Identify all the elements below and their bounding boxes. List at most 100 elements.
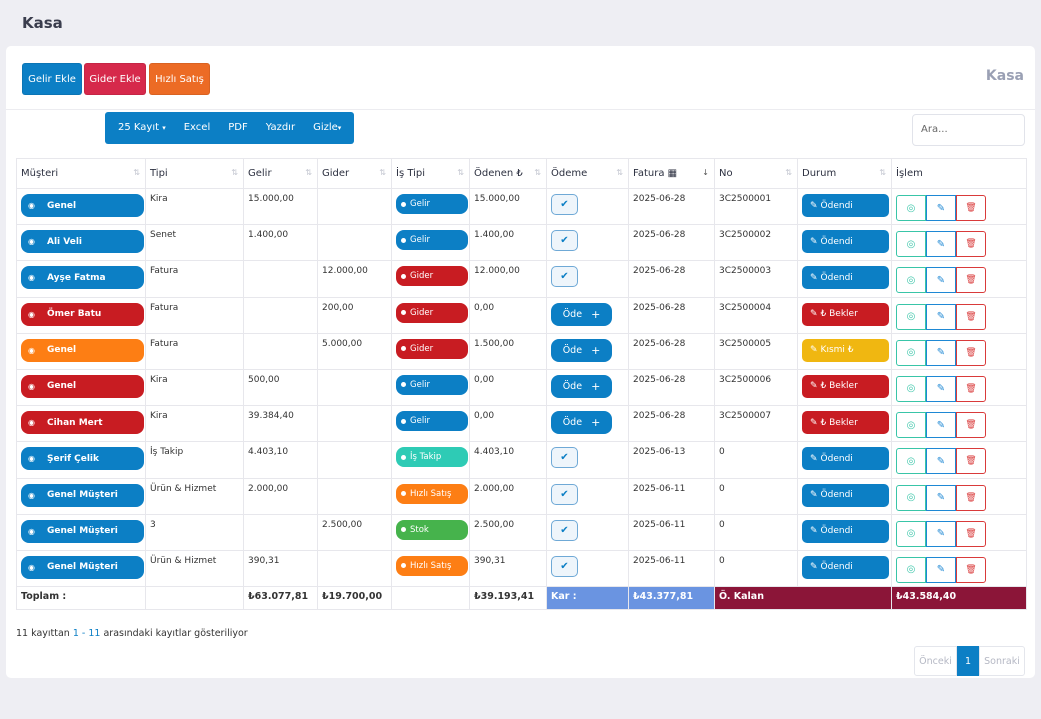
edit-button[interactable]: ✎ [926,267,956,294]
status-button[interactable]: ✎ Ödendi [802,447,889,471]
status-button[interactable]: ✎ ₺ Bekler [802,411,889,435]
delete-button[interactable]: 🗑 [956,195,986,221]
customer-button[interactable]: ◉ Genel [21,338,144,362]
paid-check-button[interactable]: ✔ [551,266,578,288]
view-button[interactable]: ◎ [896,267,926,294]
cell-fatura: 2025-06-11 [628,549,715,588]
paid-check-button[interactable]: ✔ [551,483,578,505]
view-button[interactable]: ◎ [896,303,926,330]
column-header-tipi[interactable]: Tipi ⇅ [145,158,244,189]
status-button[interactable]: ✎ Ödendi [802,519,889,543]
pdf-button[interactable]: PDF [228,122,248,133]
delete-button[interactable]: 🗑 [956,303,986,330]
customer-button[interactable]: ◉ Ayşe Fatma [21,266,144,290]
customer-button[interactable]: ◉ Ömer Batu [21,302,144,326]
is-tipi-label: Gelir [410,199,431,209]
previous-page-button[interactable]: Önceki [914,646,957,676]
column-header-odenen[interactable]: Ödenen ₺ ⇅ [469,158,547,189]
print-button[interactable]: Yazdır [265,122,296,133]
customer-button[interactable]: ◉ Genel [21,194,144,217]
edit-button[interactable]: ✎ [926,195,956,221]
hizli-satis-button[interactable]: Hızlı Satış [149,63,210,95]
delete-button[interactable]: 🗑 [956,556,986,583]
next-page-button[interactable]: Sonraki [979,646,1025,676]
column-header-gider[interactable]: Gider ⇅ [317,158,392,189]
status-button[interactable]: ✎ Ödendi [802,555,889,579]
column-header-is-tipi[interactable]: İş Tipi ⇅ [391,158,470,189]
column-header-no[interactable]: No ⇅ [714,158,798,189]
ode-button[interactable]: Öde + [551,338,612,362]
edit-button[interactable]: ✎ [926,375,956,402]
edit-button[interactable]: ✎ [926,520,956,547]
paid-check-button[interactable]: ✔ [551,230,578,252]
column-header-musteri[interactable]: Müşteri ⇅ [16,158,146,189]
cell-islem: ◎ ✎ 🗑 [891,549,1027,588]
customer-button[interactable]: ◉ Genel Müşteri [21,519,144,543]
customer-button[interactable]: ◉ Ali Veli [21,230,144,254]
edit-button[interactable]: ✎ [926,303,956,330]
view-button[interactable]: ◎ [896,375,926,402]
delete-button[interactable]: 🗑 [956,412,986,439]
view-button[interactable]: ◎ [896,520,926,547]
cell-tipi: Kira [145,405,244,443]
status-button[interactable]: ✎ ₺ Bekler [802,374,889,398]
status-label: ₺ Bekler [820,381,858,392]
toplam-gelir: ₺63.077,81 [243,586,318,611]
view-button[interactable]: ◎ [896,484,926,511]
status-button[interactable]: ✎ Ödendi [802,230,889,254]
edit-button[interactable]: ✎ [926,556,956,583]
view-button[interactable]: ◎ [896,556,926,583]
page-title: Kasa [22,14,63,32]
delete-button[interactable]: 🗑 [956,267,986,294]
delete-button[interactable]: 🗑 [956,339,986,366]
customer-button[interactable]: ◉ Şerif Çelik [21,447,144,471]
status-button[interactable]: ✎ ₺ Bekler [802,302,889,326]
page-length-button[interactable]: 25 Kayıt ▾ [118,122,166,133]
page-1-button[interactable]: 1 [957,646,979,676]
edit-button[interactable]: ✎ [926,448,956,475]
cell-no: 0 [714,549,798,588]
edit-button[interactable]: ✎ [926,231,956,258]
delete-button[interactable]: 🗑 [956,231,986,258]
status-button[interactable]: ✎ Ödendi [802,194,889,217]
column-visibility-button[interactable]: Gizle▾ [313,122,342,133]
cell-no: 0 [714,477,798,515]
gelir-ekle-button[interactable]: Gelir Ekle [22,63,82,95]
column-header-durum[interactable]: Durum ⇅ [797,158,892,189]
status-button[interactable]: ✎ Ödendi [802,266,889,290]
view-button[interactable]: ◎ [896,448,926,475]
column-header-fatura[interactable]: Fatura ▦ ↓ [628,158,715,189]
search-input[interactable]: Ara... [912,114,1025,146]
customer-button[interactable]: ◉ Cihan Mert [21,411,144,435]
delete-button[interactable]: 🗑 [956,520,986,547]
customer-button[interactable]: ◉ Genel [21,374,144,398]
paid-check-button[interactable]: ✔ [551,519,578,541]
cell-gider: 200,00 [317,296,392,334]
paid-check-button[interactable]: ✔ [551,194,578,215]
cell-durum: ✎ ₺ Bekler [797,368,892,407]
column-header-gelir[interactable]: Gelir ⇅ [243,158,318,189]
edit-button[interactable]: ✎ [926,484,956,511]
status-button[interactable]: ✎ Ödendi [802,483,889,507]
column-header-odeme[interactable]: Ödeme ⇅ [546,158,629,189]
paid-check-button[interactable]: ✔ [551,447,578,469]
excel-button[interactable]: Excel [183,122,211,133]
edit-button[interactable]: ✎ [926,339,956,366]
ode-button[interactable]: Öde + [551,302,612,326]
delete-button[interactable]: 🗑 [956,484,986,511]
gider-ekle-button[interactable]: Gider Ekle [84,63,146,95]
delete-button[interactable]: 🗑 [956,375,986,402]
view-button[interactable]: ◎ [896,231,926,258]
view-button[interactable]: ◎ [896,412,926,439]
view-button[interactable]: ◎ [896,339,926,366]
check-icon: ✔ [560,235,569,247]
view-button[interactable]: ◎ [896,195,926,221]
ode-button[interactable]: Öde + [551,411,612,435]
customer-button[interactable]: ◉ Genel Müşteri [21,483,144,507]
status-button[interactable]: ✎ Kısmi ₺ [802,338,889,362]
ode-button[interactable]: Öde + [551,374,612,398]
edit-button[interactable]: ✎ [926,412,956,439]
customer-button[interactable]: ◉ Genel Müşteri [21,555,144,579]
paid-check-button[interactable]: ✔ [551,555,578,577]
delete-button[interactable]: 🗑 [956,448,986,475]
